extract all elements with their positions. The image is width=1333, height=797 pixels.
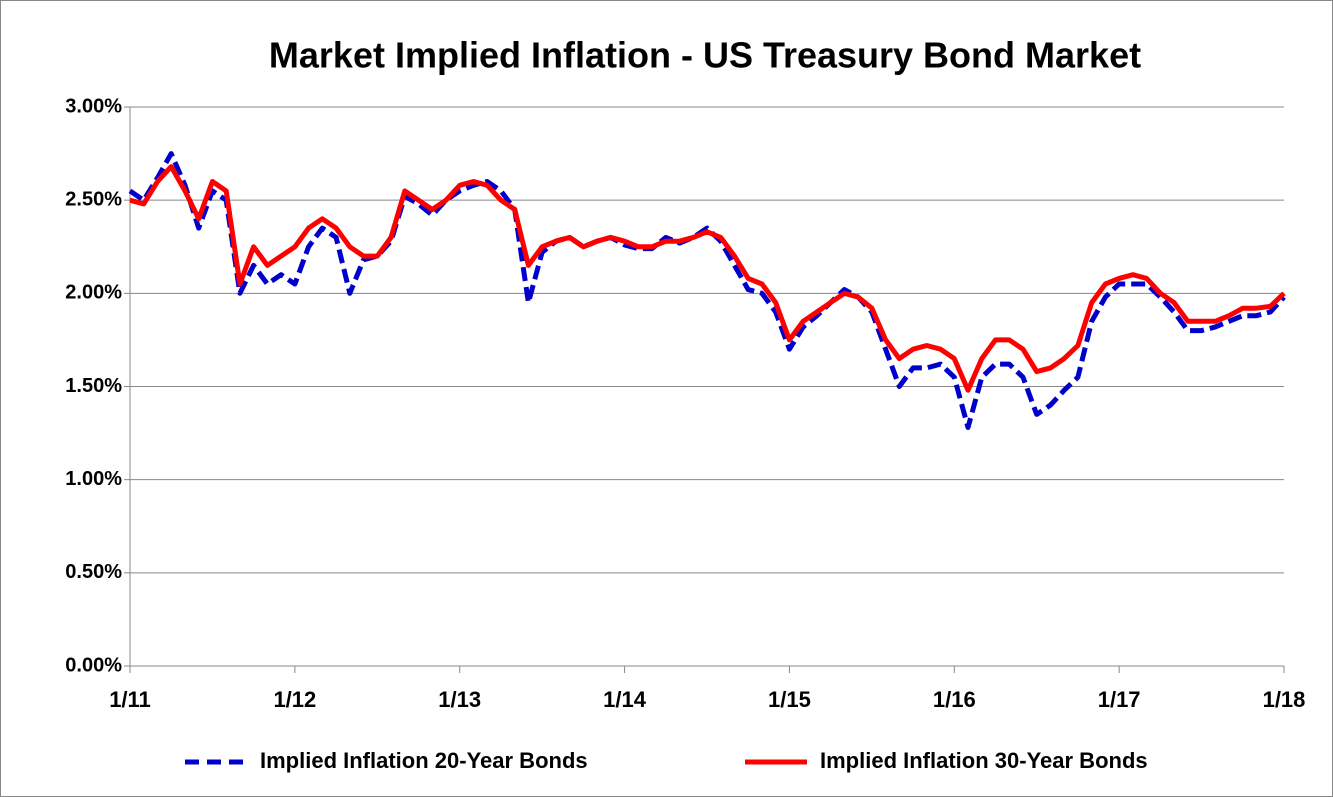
series-line <box>129 164 1286 393</box>
y-tick-label: 2.50% <box>65 188 122 210</box>
y-tick-label: 3.00% <box>65 95 122 117</box>
x-tick-label: 1/12 <box>273 687 316 712</box>
y-tick-label: 1.00% <box>65 468 122 490</box>
y-tick-label: 2.00% <box>65 282 122 304</box>
y-tick-label: 0.50% <box>65 561 122 583</box>
x-tick-label: 1/17 <box>1098 687 1141 712</box>
y-tick-label: 1.50% <box>65 375 122 397</box>
x-tick-label: 1/15 <box>768 687 811 712</box>
chart-title: Market Implied Inflation - US Treasury B… <box>269 35 1141 76</box>
series-line <box>128 151 1286 430</box>
x-tick-label: 1/13 <box>438 687 481 712</box>
x-tick-label: 1/18 <box>1263 687 1306 712</box>
x-tick-label: 1/11 <box>109 687 151 712</box>
x-tick-label: 1/16 <box>933 687 976 712</box>
legend-label: Implied Inflation 20-Year Bonds <box>260 748 588 773</box>
y-tick-label: 0.00% <box>65 654 122 676</box>
x-tick-label: 1/14 <box>603 687 647 712</box>
legend-label: Implied Inflation 30-Year Bonds <box>820 748 1148 773</box>
